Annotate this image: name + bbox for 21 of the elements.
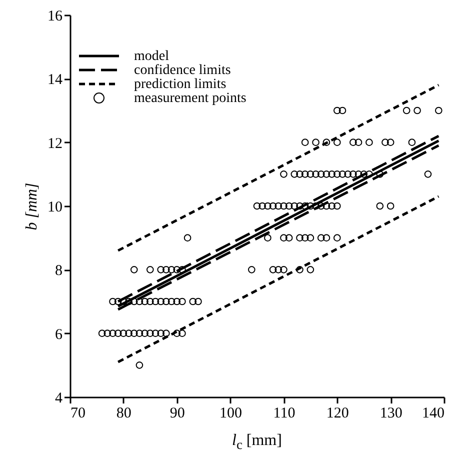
legend-label: prediction limits [134,77,226,92]
y-tick-label: 14 [48,72,63,88]
x-tick-label: 130 [380,406,402,422]
legend-label: measurement points [134,91,246,106]
y-tick-label: 8 [55,263,62,280]
x-tick-label: 100 [220,406,242,422]
y-tick-label: 12 [48,136,62,152]
y-axis-title: b [mm] [24,182,40,230]
x-tick-label: 90 [170,406,185,422]
legend-label: confidence limits [134,63,231,78]
y-tick-label: 4 [55,390,63,406]
x-tick-label: 120 [326,406,349,422]
x-axis-title: l$_{c}$ [mm] [231,432,283,454]
y-tick-label: 10 [48,200,62,216]
x-tick-label: 80 [116,406,132,422]
x-tick-label: 70 [70,406,86,422]
y-tick-label: 16 [48,8,63,24]
legend-label: model [134,49,170,64]
x-tick-label: 110 [273,406,296,422]
y-tick-label: 6 [55,326,63,343]
x-tick-label: 140 [422,406,444,422]
